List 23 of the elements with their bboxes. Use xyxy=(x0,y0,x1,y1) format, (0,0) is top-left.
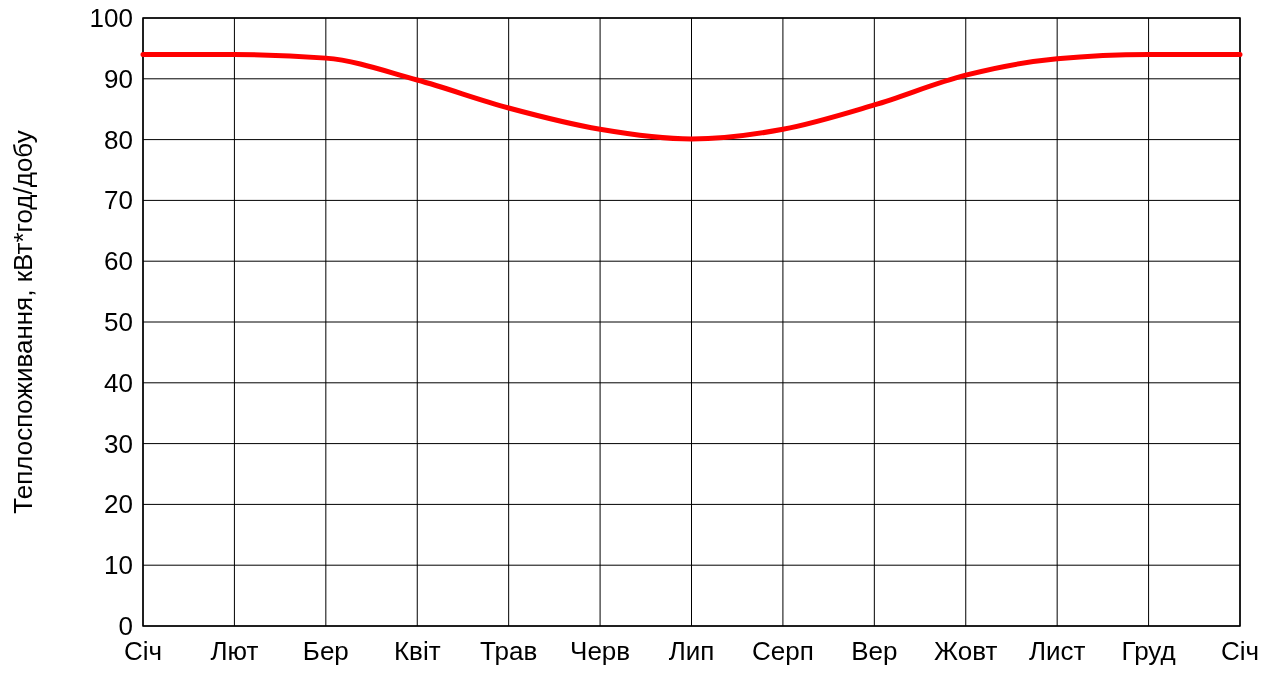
y-tick-label: 80 xyxy=(104,124,133,155)
y-tick-label: 50 xyxy=(104,307,133,337)
y-axis-title: Теплоспоживання, кВт*год/добу xyxy=(8,130,38,514)
y-tick-label: 20 xyxy=(104,489,133,520)
x-tick-label: Серп xyxy=(752,636,814,666)
y-tick-label: 40 xyxy=(104,367,133,398)
x-tick-label: Вер xyxy=(851,636,898,666)
x-tick-label: Лип xyxy=(668,636,715,666)
x-tick-label: Лют xyxy=(210,636,259,666)
x-tick-label: Лист xyxy=(1028,636,1086,666)
x-tick-label: Жовт xyxy=(934,636,998,666)
y-tick-label: 90 xyxy=(104,63,133,94)
y-tick-label: 70 xyxy=(104,185,133,216)
x-tick-label: Січ xyxy=(1220,636,1260,666)
x-tick-label: Черв xyxy=(570,636,631,666)
x-tick-label: Груд xyxy=(1121,636,1176,666)
y-tick-label: 10 xyxy=(104,550,133,581)
y-tick-label: 30 xyxy=(104,428,133,459)
y-tick-label: 60 xyxy=(104,246,133,277)
y-tick-label: 100 xyxy=(89,3,133,33)
x-tick-label: Трав xyxy=(480,636,538,666)
x-tick-label: Бер xyxy=(302,636,349,666)
x-tick-label: Квіт xyxy=(393,636,441,666)
